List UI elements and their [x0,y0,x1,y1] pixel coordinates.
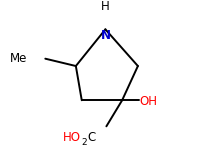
Text: OH: OH [140,95,158,108]
Text: H: H [101,0,110,13]
Text: Me: Me [10,52,27,65]
Text: C: C [88,131,96,144]
Text: N: N [100,29,110,42]
Text: 2: 2 [82,138,87,147]
Text: HO: HO [63,131,81,144]
